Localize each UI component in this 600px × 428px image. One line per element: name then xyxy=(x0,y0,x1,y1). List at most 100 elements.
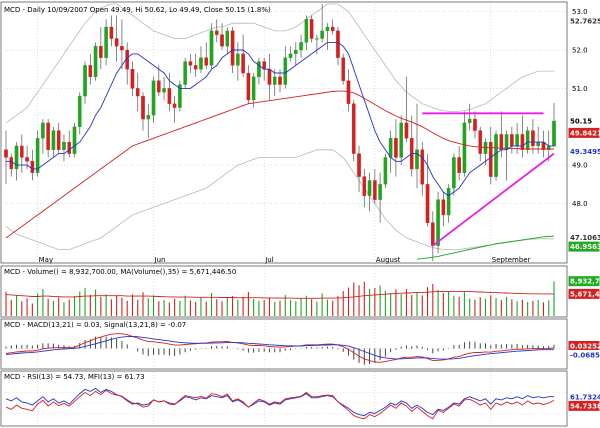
value-label: 46.9563 xyxy=(570,243,600,251)
price-y-axis: 53.0 52.0 51.0 49.0 48.0 xyxy=(572,8,588,208)
ma-short-line xyxy=(6,41,554,197)
volume-panel-frame xyxy=(0,265,568,318)
volume-value-labels: 8,932,700 5,671,446 xyxy=(568,276,600,299)
value-label-bg xyxy=(568,400,600,411)
candle-body xyxy=(325,26,330,32)
candle-body xyxy=(172,103,177,108)
candle-body xyxy=(415,149,419,170)
candle-body xyxy=(25,157,29,162)
candle-body xyxy=(251,76,256,101)
band-upper-line xyxy=(5,3,554,124)
candle-body xyxy=(241,53,245,74)
macd-histogram xyxy=(5,336,555,365)
moving-averages xyxy=(5,41,555,260)
macd-value-labels: 0.0325275-0.0685123 xyxy=(568,340,600,360)
value-label: 0.0325275 xyxy=(570,342,600,350)
candle-body xyxy=(4,149,8,158)
x-axis-label: Jun xyxy=(154,256,166,264)
candle-body xyxy=(99,46,103,58)
candle-body xyxy=(167,88,172,104)
candle-body xyxy=(309,19,314,39)
candle-body xyxy=(88,65,93,78)
candle-body xyxy=(72,126,77,154)
candle-body xyxy=(441,199,446,216)
value-label: 49.3495 xyxy=(570,148,600,156)
candle-body xyxy=(462,122,467,173)
candle-body xyxy=(272,76,277,85)
candle-body xyxy=(214,30,219,35)
value-label: -0.0685123 xyxy=(570,351,600,359)
candle-body xyxy=(336,30,340,58)
candle-body xyxy=(56,130,61,150)
candle-body xyxy=(109,26,114,39)
candle-body xyxy=(330,26,335,32)
candle-body xyxy=(404,122,409,139)
candle-body xyxy=(431,222,435,246)
value-label-bg xyxy=(568,15,600,26)
candle-body xyxy=(35,138,40,173)
candle-body xyxy=(77,95,82,127)
rsi-panel-frame xyxy=(0,370,568,427)
candle-body xyxy=(188,61,193,66)
mfi-line xyxy=(5,387,554,417)
candle-body xyxy=(552,120,556,147)
candle-body xyxy=(209,30,214,66)
candle-body xyxy=(183,61,187,85)
candlesticks xyxy=(4,4,556,261)
candle-body xyxy=(283,57,288,85)
candle-body xyxy=(399,122,403,158)
candle-body xyxy=(420,149,425,185)
candle-body xyxy=(315,38,319,40)
candle-body xyxy=(41,122,45,139)
candle-body xyxy=(236,53,240,66)
rsi-mfi-lines xyxy=(5,387,555,420)
candle-body xyxy=(373,180,377,200)
volume-ma xyxy=(5,290,554,299)
candle-body xyxy=(46,122,50,150)
candle-body xyxy=(320,30,324,39)
candle-body xyxy=(130,69,135,89)
candle-body xyxy=(9,157,14,170)
candle-body xyxy=(20,145,24,158)
price-y-tick: 48.0 xyxy=(572,200,588,208)
candle-body xyxy=(220,34,224,47)
price-panel-title: MCD - Daily 10/09/2007 Open 49.49, Hi 50… xyxy=(4,6,271,14)
candle-body xyxy=(452,157,456,189)
candle-body xyxy=(536,141,540,147)
candle-body xyxy=(141,95,145,120)
candle-body xyxy=(446,187,451,216)
x-axis-labels: May Jun Jul August September xyxy=(39,256,531,264)
candle-body xyxy=(531,130,535,147)
candle-body xyxy=(394,138,398,158)
candle-body xyxy=(510,134,514,147)
candle-body xyxy=(357,153,361,177)
candle-body xyxy=(288,53,293,58)
candle-body xyxy=(193,65,198,70)
value-label: 8,932,700 xyxy=(570,278,600,286)
candle-body xyxy=(135,88,140,97)
price-panel-frame xyxy=(0,1,568,264)
price-grid xyxy=(1,4,567,261)
candle-body xyxy=(267,69,272,85)
price-y-tick: 49.0 xyxy=(572,162,588,170)
candle-body xyxy=(178,84,182,108)
value-label: 49.8421 xyxy=(570,129,600,137)
candle-body xyxy=(362,176,367,196)
volume-panel: MCD - Volume() = 8,932,700.00, MA(Volume… xyxy=(0,265,600,318)
candle-body xyxy=(30,161,35,173)
value-label-bg xyxy=(568,241,600,252)
rsi-line xyxy=(5,389,555,420)
candle-body xyxy=(83,65,87,97)
candle-body xyxy=(157,80,161,93)
volume-bars xyxy=(5,281,555,316)
candle-body xyxy=(114,38,119,47)
macd-panel: MCD - MACD(13,21) = 0.03, Signal(13,21,8… xyxy=(0,318,600,370)
candle-body xyxy=(520,134,525,150)
signal-line xyxy=(5,335,554,360)
candle-body xyxy=(436,199,440,246)
candle-body xyxy=(67,141,72,154)
candle-body xyxy=(425,184,430,223)
